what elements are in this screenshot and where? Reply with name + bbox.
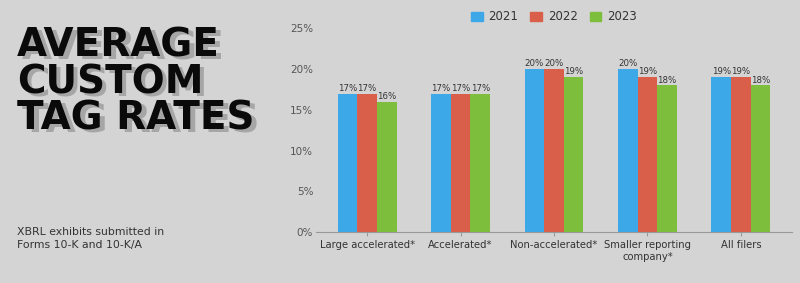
Text: 18%: 18% [658,76,677,85]
Text: XBRL exhibits submitted in
Forms 10-K and 10-K/A: XBRL exhibits submitted in Forms 10-K an… [17,227,164,250]
Text: AVERAGE
CUSTOM
TAG RATES: AVERAGE CUSTOM TAG RATES [22,30,259,141]
Bar [525,69,544,232]
Bar [338,93,358,232]
Bar [711,77,731,232]
Text: 17%: 17% [338,84,357,93]
Text: 17%: 17% [451,84,470,93]
Bar [377,102,397,232]
Text: 20%: 20% [544,59,564,68]
Text: 17%: 17% [470,84,490,93]
Bar [450,93,470,232]
Bar [638,77,658,232]
Bar [731,77,750,232]
Text: 19%: 19% [564,67,583,76]
Text: 19%: 19% [712,67,731,76]
Bar [618,69,638,232]
Text: 19%: 19% [731,67,750,76]
Bar [470,93,490,232]
Text: 20%: 20% [618,59,638,68]
Text: 20%: 20% [525,59,544,68]
Text: 19%: 19% [638,67,657,76]
Text: 18%: 18% [751,76,770,85]
Text: 17%: 17% [431,84,450,93]
Text: AVERAGE
CUSTOM
TAG RATES: AVERAGE CUSTOM TAG RATES [17,27,254,138]
Bar [544,69,564,232]
Legend: 2021, 2022, 2023: 2021, 2022, 2023 [466,6,642,28]
Bar [431,93,450,232]
Bar [658,85,677,232]
Bar [750,85,770,232]
Text: 17%: 17% [358,84,377,93]
Bar [564,77,583,232]
Bar [358,93,377,232]
Text: 16%: 16% [377,92,396,101]
